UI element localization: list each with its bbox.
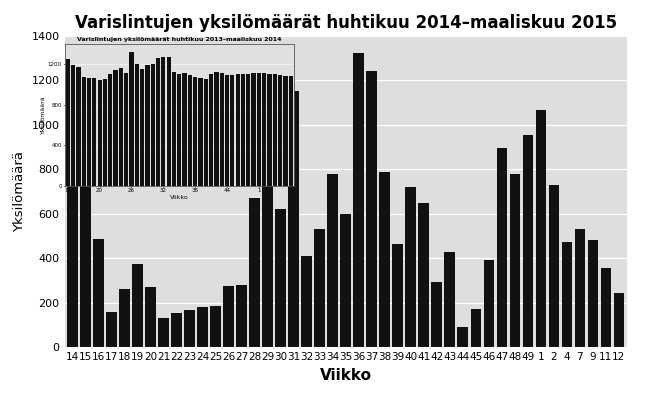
Bar bbox=[601, 268, 611, 347]
Bar bbox=[203, 79, 208, 186]
Bar bbox=[379, 172, 390, 347]
Bar bbox=[209, 74, 213, 186]
Bar bbox=[211, 306, 221, 347]
Bar bbox=[145, 65, 149, 186]
Bar bbox=[262, 73, 266, 186]
Bar bbox=[106, 312, 117, 347]
Bar bbox=[536, 111, 546, 347]
Bar bbox=[561, 241, 572, 347]
Bar bbox=[158, 318, 169, 347]
Bar bbox=[256, 73, 261, 186]
Bar bbox=[246, 74, 251, 186]
Bar bbox=[197, 307, 208, 347]
Bar bbox=[145, 287, 156, 347]
Bar bbox=[302, 256, 312, 347]
Bar bbox=[548, 185, 559, 347]
Bar bbox=[225, 75, 229, 186]
Bar bbox=[406, 187, 416, 347]
Bar bbox=[366, 71, 377, 347]
Bar bbox=[574, 229, 585, 347]
Bar bbox=[124, 73, 129, 186]
Bar bbox=[236, 74, 240, 186]
Bar bbox=[315, 229, 325, 347]
Bar bbox=[614, 293, 624, 347]
Bar bbox=[230, 75, 234, 186]
Bar bbox=[182, 73, 187, 186]
Bar bbox=[172, 72, 176, 186]
Bar bbox=[132, 264, 143, 347]
Bar bbox=[588, 241, 598, 347]
Bar bbox=[340, 214, 351, 347]
Bar bbox=[81, 77, 86, 186]
Bar bbox=[98, 80, 102, 186]
Bar bbox=[392, 244, 403, 347]
Bar bbox=[273, 74, 277, 186]
Bar bbox=[328, 174, 338, 347]
Bar bbox=[156, 57, 160, 186]
Bar bbox=[275, 209, 286, 347]
Bar bbox=[80, 175, 90, 347]
X-axis label: Viikko: Viikko bbox=[320, 367, 371, 383]
Bar bbox=[278, 75, 282, 186]
Bar bbox=[167, 57, 171, 186]
Bar bbox=[76, 67, 81, 186]
Bar bbox=[114, 70, 118, 186]
Bar bbox=[66, 59, 70, 186]
Bar bbox=[220, 73, 224, 186]
Bar bbox=[151, 64, 155, 186]
Bar bbox=[93, 239, 103, 347]
Bar bbox=[284, 76, 287, 186]
Bar bbox=[249, 198, 260, 347]
Bar bbox=[224, 286, 234, 347]
Bar bbox=[251, 73, 256, 186]
Bar bbox=[236, 285, 247, 347]
Bar bbox=[214, 72, 218, 186]
Bar bbox=[184, 310, 194, 347]
Bar bbox=[162, 57, 165, 186]
Bar bbox=[177, 74, 182, 186]
Bar bbox=[470, 309, 481, 347]
Title: Varislintujen yksilömäärät huhtikuu 2014–maaliskuu 2015: Varislintujen yksilömäärät huhtikuu 2014… bbox=[74, 14, 617, 32]
Bar bbox=[67, 183, 78, 347]
Bar bbox=[432, 282, 442, 347]
Y-axis label: Yksilömäärä: Yksilömäärä bbox=[13, 151, 26, 232]
Bar bbox=[188, 75, 192, 186]
Bar bbox=[134, 64, 139, 186]
Bar bbox=[103, 79, 107, 186]
Bar bbox=[444, 251, 455, 347]
Bar bbox=[419, 203, 429, 347]
Bar bbox=[262, 160, 273, 347]
Bar bbox=[510, 174, 520, 347]
Bar bbox=[140, 69, 144, 186]
Bar bbox=[171, 313, 182, 347]
Title: Varislintujen yksilömäärät huhtikuu 2013–maaliskuu 2014: Varislintujen yksilömäärät huhtikuu 2013… bbox=[77, 37, 282, 42]
Bar bbox=[92, 78, 96, 186]
Bar bbox=[129, 53, 134, 186]
Bar bbox=[457, 327, 468, 347]
Bar bbox=[120, 289, 130, 347]
Bar bbox=[267, 74, 271, 186]
Bar bbox=[193, 77, 197, 186]
Bar bbox=[119, 68, 123, 186]
Bar bbox=[71, 65, 75, 186]
Y-axis label: Yksilömäärä: Yksilömäärä bbox=[41, 95, 47, 134]
Bar bbox=[108, 74, 112, 186]
Bar bbox=[353, 53, 364, 347]
Bar bbox=[198, 78, 203, 186]
Bar bbox=[497, 148, 507, 347]
Bar bbox=[289, 76, 293, 186]
Bar bbox=[288, 91, 298, 347]
X-axis label: Viikko: Viikko bbox=[170, 195, 189, 200]
Bar bbox=[87, 78, 91, 186]
Bar bbox=[483, 261, 494, 347]
Bar bbox=[241, 74, 245, 186]
Bar bbox=[523, 135, 533, 347]
